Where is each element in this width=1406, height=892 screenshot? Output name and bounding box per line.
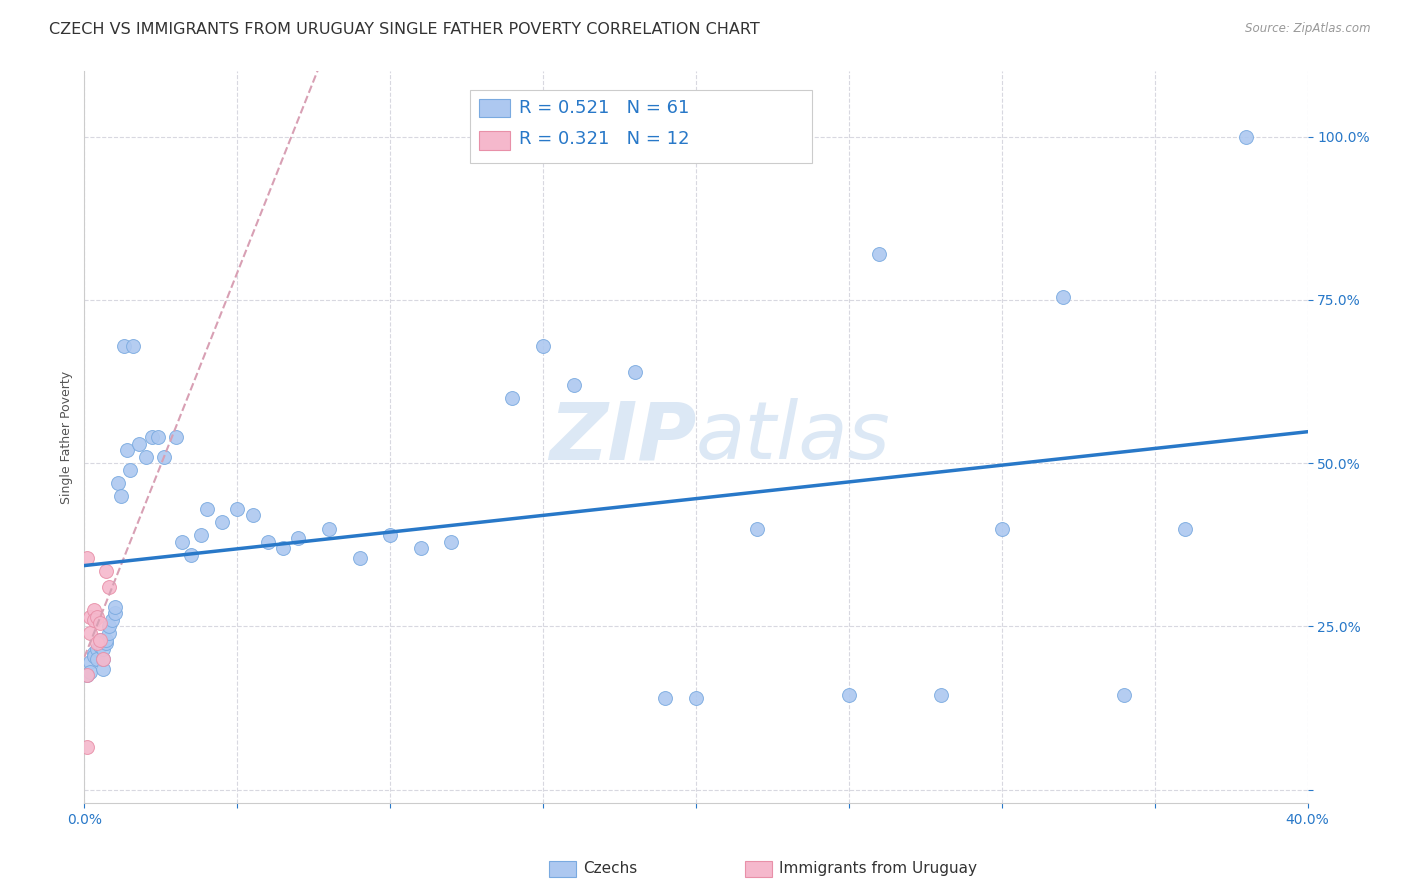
Point [838,688,860,702]
Point [79,609,101,624]
Text: R = 0.321   N = 12: R = 0.321 N = 12 [519,130,689,148]
Point [211,515,233,529]
Point [654,691,676,706]
Text: R = 0.521   N = 61: R = 0.521 N = 61 [519,99,689,117]
Point [79,656,101,670]
Point [83,648,105,663]
FancyBboxPatch shape [479,131,510,150]
Point [89,632,111,647]
Point [242,508,264,523]
Y-axis label: Single Father Poverty: Single Father Poverty [60,370,73,504]
Point [128,436,150,450]
Point [76,740,98,755]
FancyBboxPatch shape [745,862,772,878]
Point [94,564,117,578]
Point [79,626,101,640]
Point [380,528,402,542]
FancyBboxPatch shape [479,99,510,118]
Point [91,642,114,657]
Point [287,531,309,545]
Point [172,534,194,549]
Point [104,607,127,621]
Point [76,668,98,682]
Point [89,616,111,631]
Point [226,502,249,516]
Point [747,521,769,535]
Point [349,550,371,565]
Point [1174,521,1197,535]
Point [562,377,585,392]
Point [440,534,463,549]
Point [146,430,169,444]
Point [89,632,111,647]
Point [86,652,108,666]
Point [141,430,163,444]
Point [869,247,891,261]
Point [122,338,145,352]
Text: Source: ZipAtlas.com: Source: ZipAtlas.com [1246,22,1371,36]
Point [86,636,108,650]
Point [101,613,124,627]
Text: atlas: atlas [696,398,891,476]
Point [624,365,647,379]
Text: CZECH VS IMMIGRANTS FROM URUGUAY SINGLE FATHER POVERTY CORRELATION CHART: CZECH VS IMMIGRANTS FROM URUGUAY SINGLE … [49,22,761,37]
Point [685,691,707,706]
Point [135,450,157,464]
Point [91,652,114,666]
Point [110,489,132,503]
Point [112,338,135,352]
Point [94,636,117,650]
Point [86,609,108,624]
Point [79,665,101,680]
Point [97,619,120,633]
Text: Czechs: Czechs [583,861,638,876]
Text: ZIP: ZIP [548,398,696,476]
FancyBboxPatch shape [550,862,576,878]
Point [531,338,554,352]
Point [180,548,202,562]
Point [86,642,108,657]
Point [153,450,176,464]
Point [190,528,212,542]
Point [502,391,524,405]
Point [1114,688,1136,702]
Point [165,430,187,444]
Point [107,475,129,490]
Point [991,521,1014,535]
Point [257,534,280,549]
Point [76,550,98,565]
Point [83,646,105,660]
Point [318,521,340,535]
Point [83,603,105,617]
Point [91,652,114,666]
Point [115,443,138,458]
Point [929,688,952,702]
Point [1236,129,1258,144]
Point [409,541,432,555]
Point [76,668,98,682]
Point [97,580,120,594]
Point [89,639,111,653]
Point [104,599,127,614]
Point [94,632,117,647]
Point [1052,290,1074,304]
Text: Immigrants from Uruguay: Immigrants from Uruguay [779,861,977,876]
Point [271,541,294,555]
FancyBboxPatch shape [470,90,813,163]
Point [83,613,105,627]
Point [120,463,142,477]
Point [195,502,218,516]
Point [91,662,114,676]
Point [97,626,120,640]
